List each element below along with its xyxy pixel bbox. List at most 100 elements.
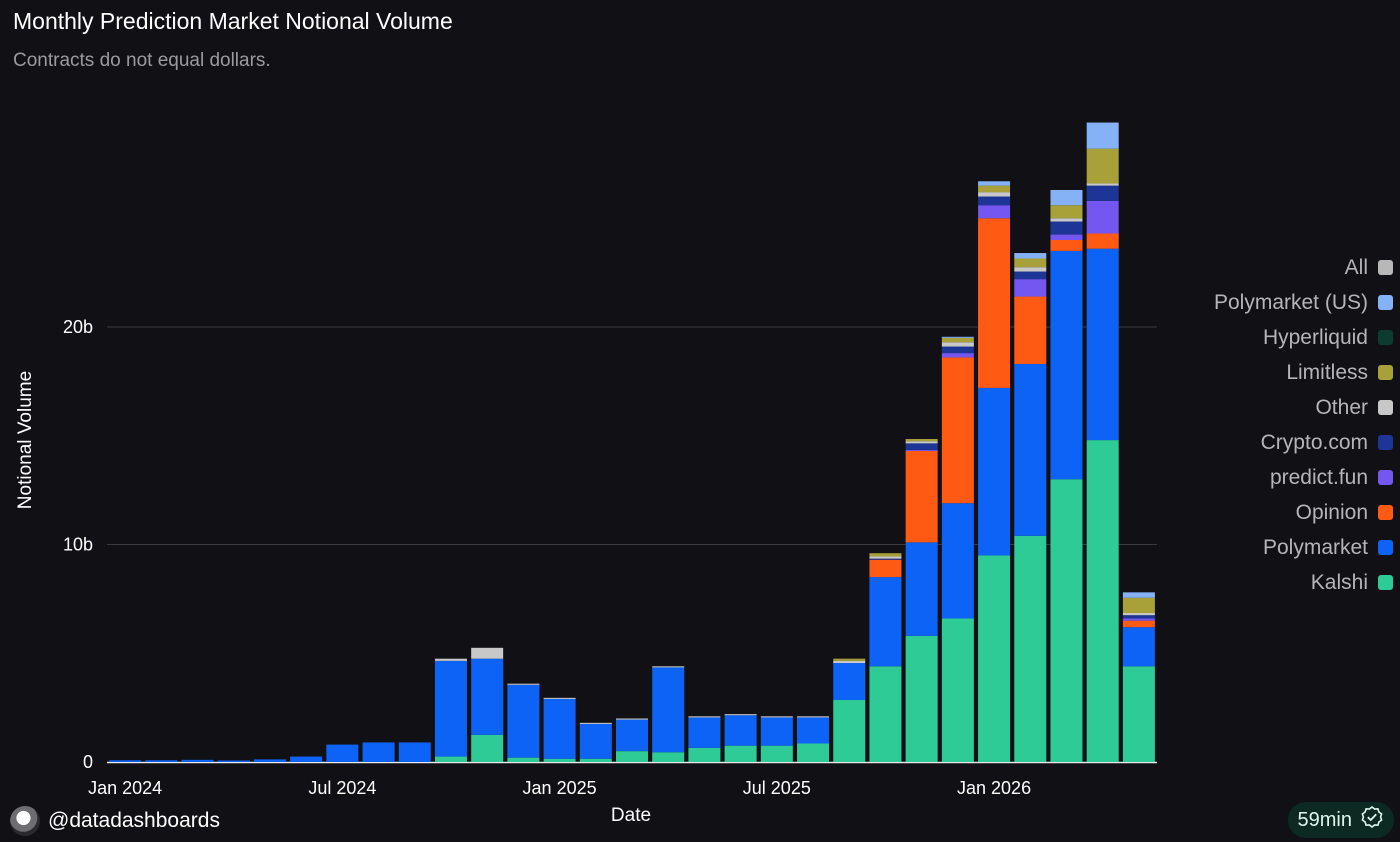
bar-segment[interactable] (869, 556, 902, 559)
bar-segment[interactable] (869, 577, 902, 667)
bar-segment[interactable] (362, 742, 395, 762)
bar-segment[interactable] (1050, 221, 1083, 235)
bar-segment[interactable] (1086, 122, 1119, 149)
bar-segment[interactable] (652, 752, 685, 762)
bar-segment[interactable] (1050, 479, 1083, 762)
bar-segment[interactable] (978, 205, 1011, 219)
bar-segment[interactable] (1086, 148, 1119, 184)
bar-segment[interactable] (1086, 185, 1119, 201)
bar-segment[interactable] (1014, 279, 1047, 297)
bar-segment[interactable] (760, 716, 793, 718)
bar-segment[interactable] (507, 683, 540, 685)
bar-segment[interactable] (1122, 666, 1155, 762)
bar-segment[interactable] (181, 759, 214, 762)
legend-item[interactable]: Polymarket (US) (1133, 285, 1393, 320)
refresh-badge[interactable]: 59min (1287, 802, 1394, 838)
bar-segment[interactable] (471, 734, 504, 762)
bar-segment[interactable] (543, 698, 576, 759)
bar-segment[interactable] (579, 723, 612, 759)
bar-segment[interactable] (434, 660, 467, 757)
bar-segment[interactable] (688, 716, 721, 718)
bar-segment[interactable] (1086, 233, 1119, 249)
bar-segment[interactable] (471, 647, 504, 659)
bar-segment[interactable] (145, 760, 178, 762)
bar-segment[interactable] (579, 722, 612, 724)
bar-segment[interactable] (616, 751, 648, 762)
bar-segment[interactable] (1014, 253, 1047, 259)
brand[interactable]: @datadashboards (10, 806, 220, 836)
bar-segment[interactable] (1014, 296, 1047, 364)
bar-segment[interactable] (833, 700, 866, 762)
bar-segment[interactable] (978, 192, 1011, 197)
bar-segment[interactable] (833, 663, 866, 701)
bar-segment[interactable] (1086, 440, 1119, 762)
bar-segment[interactable] (1014, 271, 1047, 280)
bar-segment[interactable] (941, 342, 974, 347)
legend-item[interactable]: Limitless (1133, 355, 1393, 390)
legend-item[interactable]: Opinion (1133, 495, 1393, 530)
bar-segment[interactable] (688, 747, 721, 762)
bar-segment[interactable] (1122, 620, 1155, 628)
legend-item[interactable]: Hyperliquid (1133, 320, 1393, 355)
legend-item[interactable]: All (1133, 250, 1393, 285)
bar-segment[interactable] (652, 666, 685, 668)
bar-segment[interactable] (905, 450, 938, 543)
bar-segment[interactable] (1014, 267, 1047, 272)
bar-segment[interactable] (978, 185, 1011, 193)
bar-segment[interactable] (1050, 234, 1083, 240)
bar-segment[interactable] (941, 346, 974, 354)
bar-segment[interactable] (941, 618, 974, 762)
bar-segment[interactable] (543, 758, 576, 762)
bar-segment[interactable] (941, 336, 974, 338)
bar-segment[interactable] (398, 742, 431, 762)
bar-segment[interactable] (797, 716, 830, 718)
bar-segment[interactable] (1086, 183, 1119, 186)
bar-segment[interactable] (1122, 615, 1155, 619)
bar-segment[interactable] (905, 439, 938, 442)
bar-segment[interactable] (978, 181, 1011, 186)
bar-segment[interactable] (760, 745, 793, 762)
bar-segment[interactable] (869, 553, 902, 557)
bar-segment[interactable] (724, 714, 757, 716)
bar-segment[interactable] (290, 756, 323, 762)
bar-segment[interactable] (869, 666, 902, 762)
legend-item[interactable]: Crypto.com (1133, 425, 1393, 460)
bar-segment[interactable] (1050, 218, 1083, 222)
bar-segment[interactable] (1050, 205, 1083, 219)
bar-segment[interactable] (797, 743, 830, 762)
bar-segment[interactable] (616, 718, 648, 720)
bar-segment[interactable] (109, 760, 142, 762)
bar-segment[interactable] (905, 441, 938, 444)
bar-segment[interactable] (978, 196, 1011, 206)
bar-segment[interactable] (978, 387, 1011, 556)
bar-segment[interactable] (1014, 535, 1047, 762)
bar-segment[interactable] (434, 756, 467, 762)
bar-segment[interactable] (688, 717, 721, 748)
bar-segment[interactable] (652, 667, 685, 753)
bar-segment[interactable] (253, 759, 286, 762)
bar-segment[interactable] (941, 503, 974, 619)
bar-segment[interactable] (471, 658, 504, 735)
bar-segment[interactable] (1122, 627, 1155, 667)
bar-segment[interactable] (905, 635, 938, 762)
bar-segment[interactable] (579, 758, 612, 762)
bar-segment[interactable] (724, 745, 757, 762)
bar-segment[interactable] (1122, 613, 1155, 616)
bar-segment[interactable] (869, 558, 902, 560)
bar-segment[interactable] (724, 715, 757, 746)
bar-segment[interactable] (1014, 363, 1047, 536)
bar-series[interactable] (109, 122, 1155, 762)
bar-segment[interactable] (1122, 597, 1155, 614)
bar-segment[interactable] (905, 542, 938, 636)
bar-segment[interactable] (941, 337, 974, 343)
legend-item[interactable]: Polymarket (1133, 530, 1393, 565)
bar-segment[interactable] (905, 449, 938, 451)
bar-segment[interactable] (616, 719, 648, 752)
bar-segment[interactable] (543, 697, 576, 699)
bar-segment[interactable] (507, 757, 540, 762)
bar-segment[interactable] (1122, 618, 1155, 621)
bar-segment[interactable] (1122, 592, 1155, 598)
legend-item[interactable]: Other (1133, 390, 1393, 425)
bar-segment[interactable] (434, 658, 467, 661)
bar-segment[interactable] (1050, 189, 1083, 206)
